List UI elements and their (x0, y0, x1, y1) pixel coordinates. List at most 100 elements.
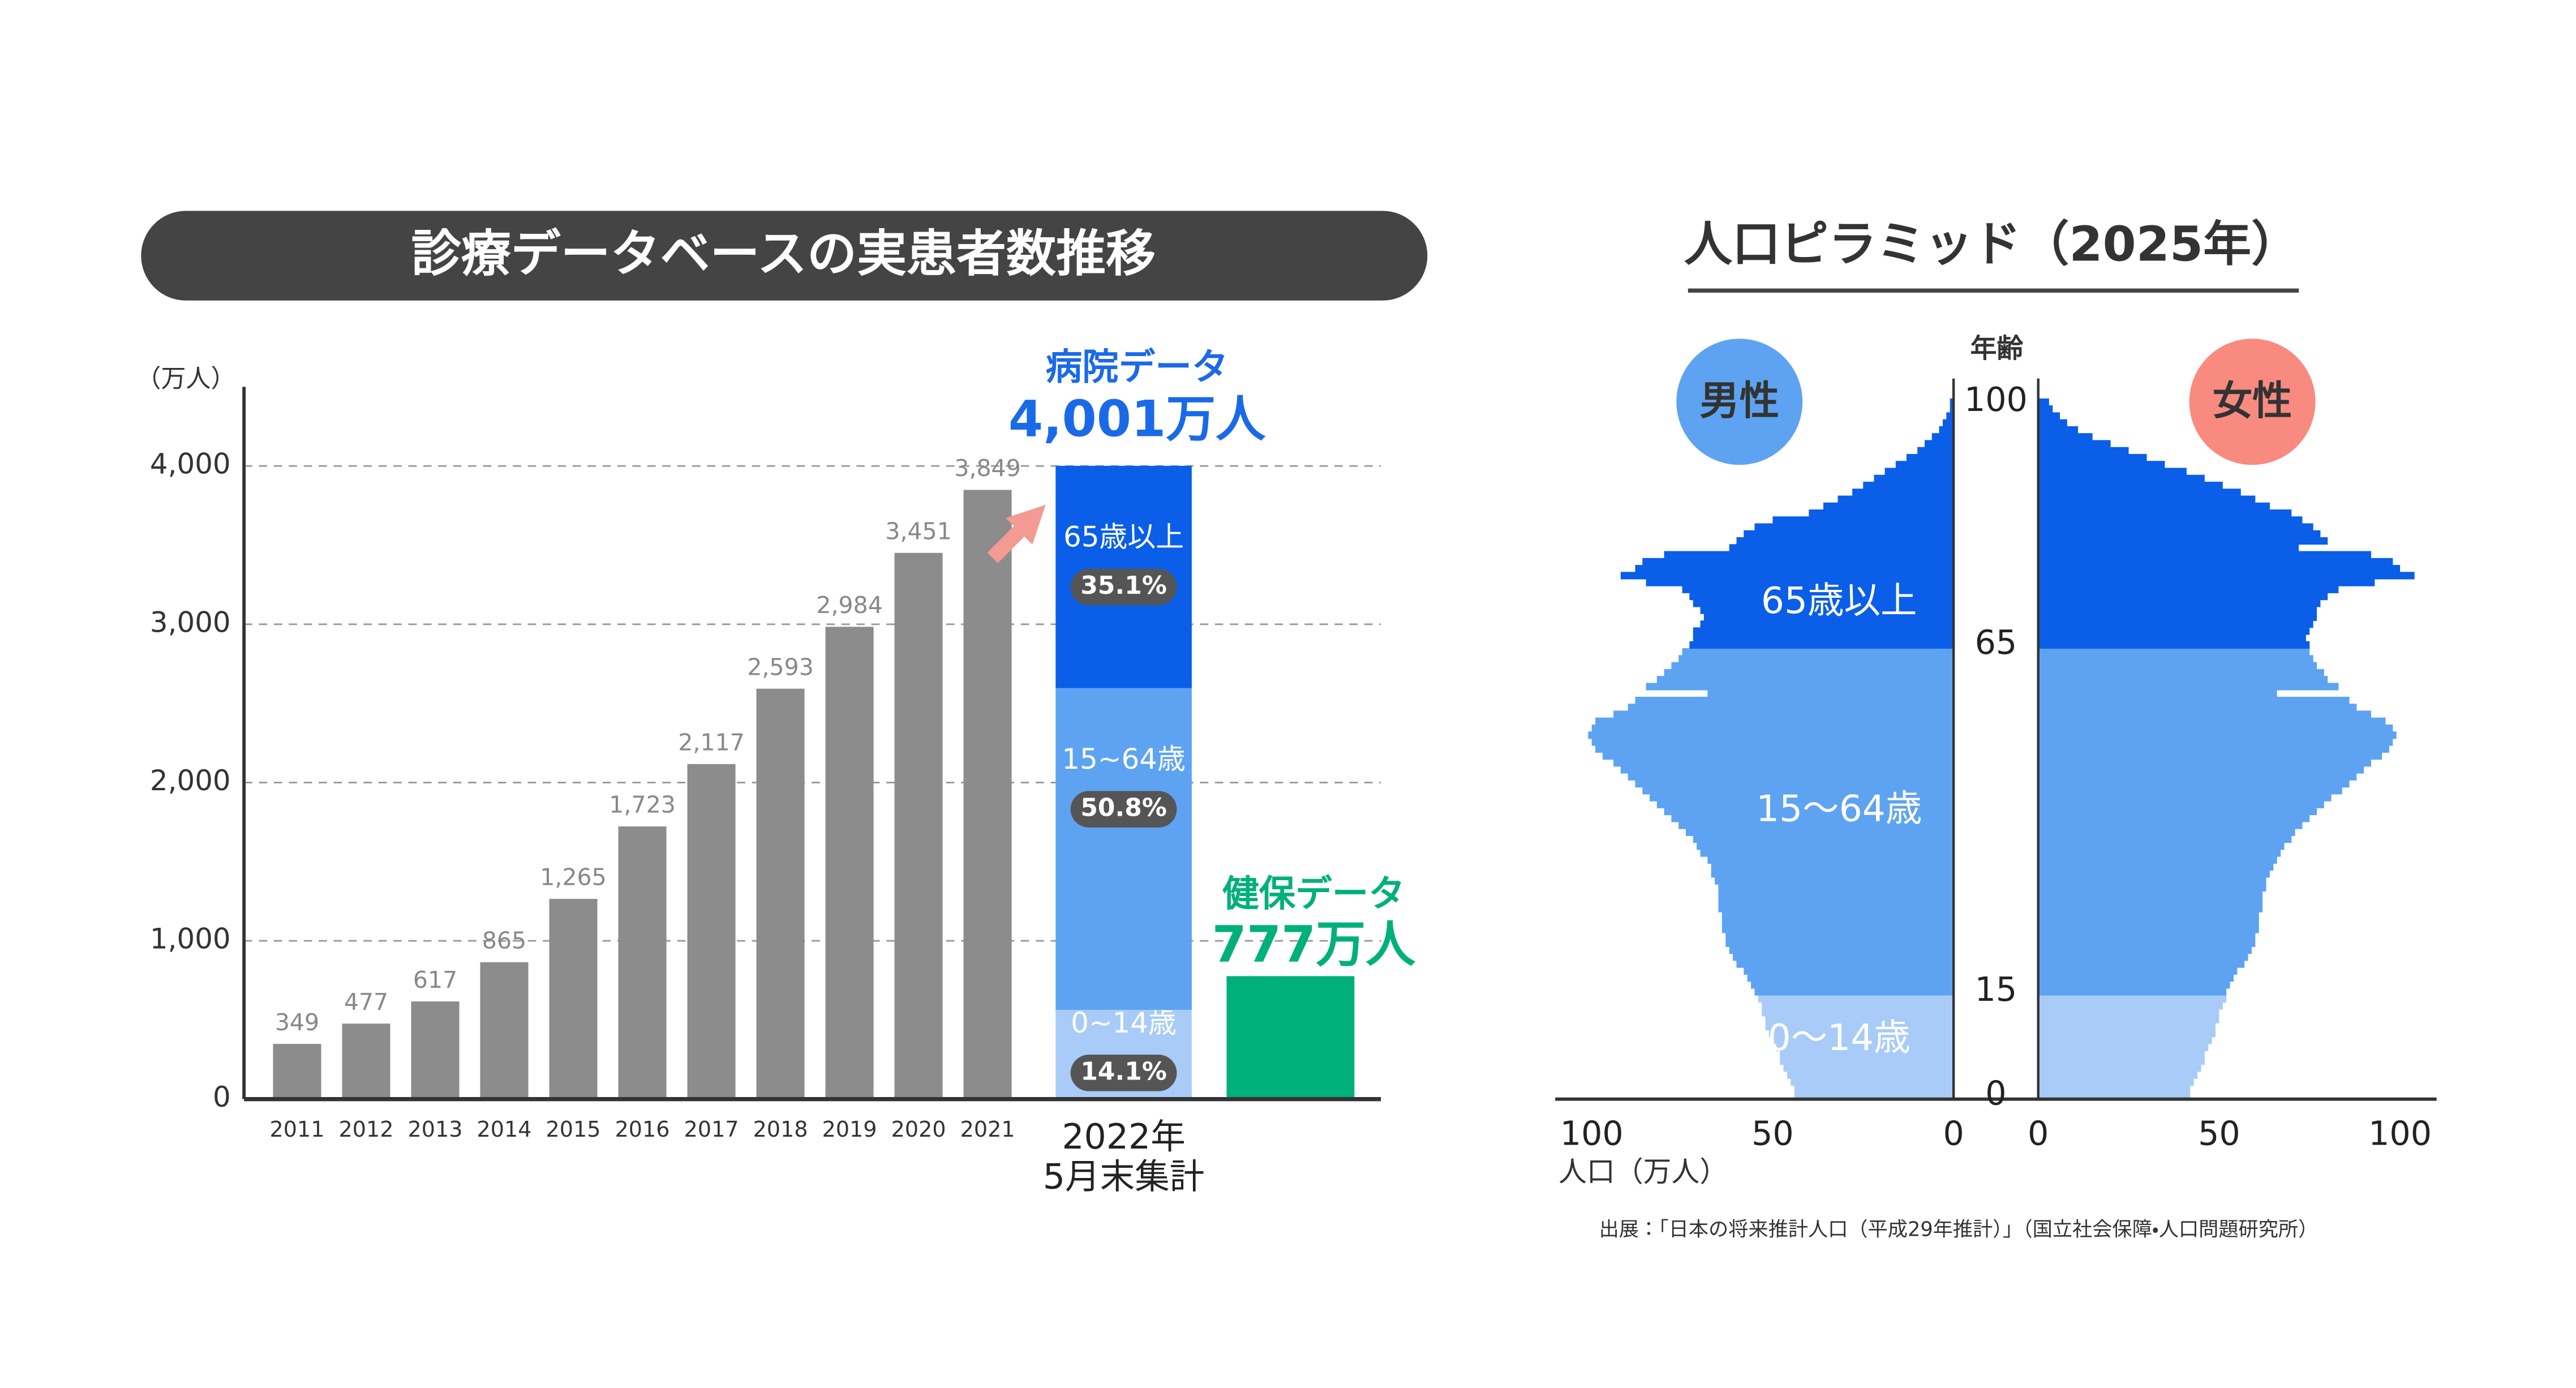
y-tick-label: 3,000 (150, 606, 231, 639)
share-label: 35.1% (1080, 571, 1167, 600)
pyramid-bar (2038, 766, 2364, 774)
pyramid-bar (2038, 877, 2266, 885)
pyramid-bar (1693, 599, 1954, 607)
pyramid-bar (2038, 1002, 2223, 1010)
pyramid-bar (2038, 558, 2393, 566)
bar (480, 962, 529, 1099)
pyramid-bar (2038, 1071, 2198, 1079)
pyramid-bar (2038, 683, 2339, 691)
share-label: 50.8% (1080, 794, 1167, 822)
y-tick-label: 100 (1964, 380, 2028, 419)
pyramid-bar (2038, 815, 2310, 822)
x-tick-label: 2020 (891, 1117, 946, 1142)
pyramid-bar (1924, 440, 1954, 448)
pyramid-bar (1931, 433, 1954, 441)
chart-title: 診療データベースの実患者数推移 (411, 225, 1156, 283)
pyramid-bar (2038, 828, 2295, 836)
value-label: 2,593 (747, 653, 814, 680)
pyramid-bar (1794, 1085, 1954, 1093)
pyramid-bar (2038, 731, 2397, 739)
pyramid-bar (2038, 669, 2324, 676)
pyramid-bar (1772, 1036, 1954, 1044)
pyramid-bar (2038, 468, 2187, 475)
pyramid-bar (1635, 696, 1954, 705)
pyramid-bar (1837, 495, 1954, 503)
y-tick-label: 0 (1985, 1074, 2006, 1113)
pyramid-bar (1628, 773, 1954, 781)
pyramid-bar (1685, 828, 1954, 836)
pyramid-bar (1895, 461, 1954, 469)
pyramid-bar (2038, 773, 2357, 781)
pyramid-bar (2038, 752, 2382, 760)
pyramid-bar (1884, 468, 1954, 475)
pyramid-bar (2038, 662, 2317, 670)
pyramid-bar (1682, 648, 1954, 656)
share-pill (1070, 791, 1177, 828)
pyramid-bar (2038, 1078, 2194, 1086)
pyramid-bar (2038, 759, 2371, 767)
y-unit: （万人） (136, 365, 236, 393)
y-tick-label: 65 (1975, 623, 2017, 662)
pyramid-bar (1646, 683, 1954, 691)
pyramid-bar (2038, 627, 2310, 635)
pyramid-bar (1595, 717, 1954, 725)
pyramid-bar (1595, 745, 1954, 753)
pyramid-bar (1671, 662, 1954, 670)
pyramid-bar (2038, 919, 2259, 927)
x-tick-label: 2012 (339, 1117, 394, 1142)
x-tick-label: 2017 (684, 1117, 739, 1142)
pyramid-bar (1950, 405, 1954, 413)
pyramid-bar (1751, 981, 1954, 989)
pyramid-bar (1942, 419, 1954, 427)
pyramid-bar (2038, 710, 2371, 718)
pyramid-bar (2038, 530, 2321, 538)
pyramid-bar (1664, 669, 1954, 676)
pyramid-bar (1729, 544, 1954, 552)
x-tick-label: 2015 (546, 1117, 601, 1142)
pyramid-bar (1791, 1078, 1954, 1086)
pyramid-bar (1769, 1030, 1954, 1038)
pyramid-bar (1780, 1050, 1954, 1059)
pyramid-bar (1646, 579, 1954, 586)
pyramid-bar (2038, 419, 2067, 427)
value-label: 3,451 (885, 518, 952, 545)
pyramid-bar (1678, 655, 1954, 663)
y-tick-label: 0 (213, 1081, 231, 1113)
arrow-head (1006, 504, 1046, 545)
pyramid-bar (1664, 551, 1954, 559)
pyramid-bar (2038, 648, 2310, 656)
legend-circle (2189, 339, 2316, 465)
pyramid-bar (2038, 946, 2252, 954)
pyramid-bar (2038, 1043, 2209, 1051)
pyramid-bar (2038, 863, 2274, 871)
x-tick-label: 2013 (408, 1117, 463, 1142)
pyramid-bar (2038, 1036, 2212, 1044)
x-axis-label: 人口（万人） (1559, 1155, 1728, 1188)
stack-segment (1055, 688, 1192, 1010)
pyramid-bar (2038, 807, 2317, 816)
legend-label: 女性 (2213, 378, 2292, 424)
pyramid-bar (1950, 398, 1954, 406)
bar (618, 826, 667, 1099)
pyramid-bar (1863, 481, 1954, 490)
pyramid-bar (2038, 717, 2386, 725)
pyramid-bar (2038, 461, 2165, 469)
pyramid-bar (1736, 960, 1954, 968)
x-tick-label: 0 (1943, 1114, 1964, 1153)
bar (756, 688, 805, 1099)
pyramid-bar (2038, 849, 2281, 857)
pyramid-bar (1693, 835, 1954, 843)
pyramid-bar (2038, 551, 2371, 559)
pyramid-bar (1783, 1064, 1954, 1072)
pyramid-bar (2038, 835, 2292, 843)
pyramid-bar (2038, 440, 2111, 448)
pyramid-bar (1613, 759, 1954, 767)
pyramid-bar (2038, 939, 2256, 947)
pyramid-bar (1787, 1071, 1954, 1079)
pyramid-bar (1718, 905, 1954, 913)
pyramid-bar (1823, 502, 1954, 510)
pyramid-bar (1689, 593, 1954, 601)
pyramid-bar (2038, 572, 2415, 580)
group-label: 0〜14歳 (1768, 1017, 1910, 1059)
